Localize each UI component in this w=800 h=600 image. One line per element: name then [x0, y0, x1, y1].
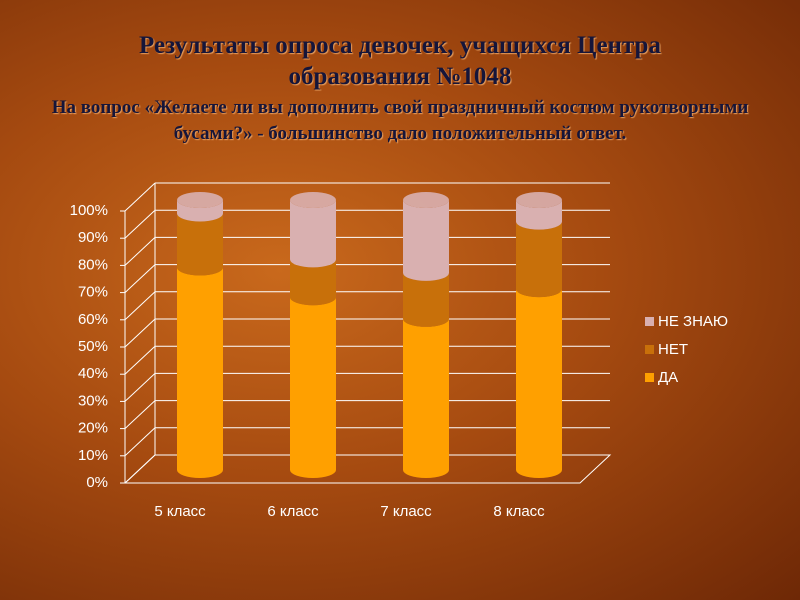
y-tick-label: 20% [78, 420, 108, 437]
legend-swatch [645, 373, 654, 382]
bar-cap [516, 192, 562, 208]
chart-title: Результаты опроса девочек, учащихся Цент… [139, 32, 661, 90]
y-tick-label: 60% [78, 311, 108, 328]
grid-line [124, 318, 156, 348]
legend-swatch [645, 345, 654, 354]
legend-label: НЕ ЗНАЮ [658, 313, 728, 330]
bar-segment [516, 200, 562, 230]
chart-subtitle: На вопрос «Желаете ли вы дополнить свой … [51, 97, 749, 144]
bar-cap [403, 192, 449, 208]
bar-cap [177, 192, 223, 208]
grid-line [124, 400, 156, 429]
grid-line [124, 427, 156, 457]
bar-segment [516, 289, 562, 478]
bar-segment [290, 297, 336, 478]
grid-line [124, 209, 156, 239]
bar-segment [516, 221, 562, 298]
y-tick-label: 30% [78, 392, 108, 409]
y-tick-label: 100% [70, 202, 108, 219]
x-tick-label: 8 класс [493, 503, 545, 520]
bar-segment [290, 200, 336, 268]
legend-label: ДА [658, 369, 678, 386]
y-tick-label: 50% [78, 338, 108, 355]
bar-segment [403, 318, 449, 478]
x-tick-label: 5 класс [154, 503, 206, 520]
bar-segment [177, 200, 223, 222]
y-tick-label: 90% [78, 229, 108, 246]
x-tick-label: 7 класс [380, 503, 432, 520]
grid-line [124, 264, 156, 293]
legend-label: НЕТ [658, 341, 688, 358]
y-tick-label: 70% [78, 284, 108, 301]
bar-segment [403, 200, 450, 281]
y-tick-label: 10% [78, 447, 108, 464]
grid-line [124, 237, 156, 266]
grid-line [124, 345, 156, 375]
y-tick-label: 40% [78, 365, 108, 382]
bar-segment [290, 259, 336, 306]
bar-cap [290, 192, 336, 208]
y-tick-label: 0% [86, 474, 108, 491]
legend-swatch [645, 317, 654, 326]
bar-segment [177, 213, 223, 276]
grid-line [124, 182, 156, 212]
grid-line [124, 454, 156, 484]
y-tick-label: 80% [78, 256, 108, 273]
grid-line [124, 291, 156, 321]
x-tick-label: 6 класс [267, 503, 319, 520]
grid-line [124, 373, 156, 402]
bar-segment [177, 267, 223, 478]
bar-segment [403, 272, 450, 327]
